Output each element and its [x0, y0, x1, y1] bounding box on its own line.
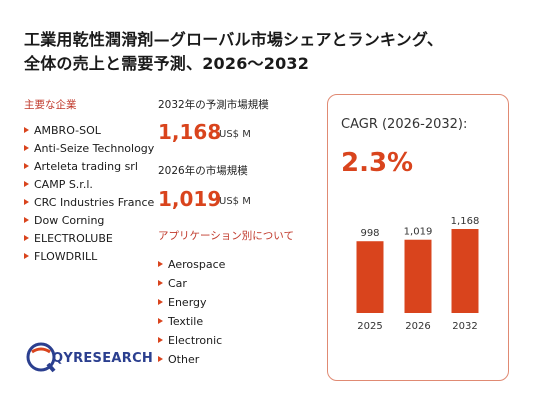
companies-heading: 主要な企業: [24, 99, 77, 111]
company-item: AMBRO-SOL: [24, 124, 164, 138]
application-item: Other: [158, 353, 308, 367]
title-line-2: 全体の売上と需要予測、2026～2032: [24, 54, 310, 73]
market-2026-label: 2026年の市場規模: [158, 165, 248, 177]
application-item: Energy: [158, 296, 308, 310]
market-2032-label: 2032年の予測市場規模: [158, 99, 269, 111]
bar-2025: [356, 241, 384, 313]
company-item: Anti-Seize Technology: [24, 142, 164, 156]
application-list: Aerospace Car Energy Textile Electronic …: [158, 258, 308, 372]
market-2026-unit: US$ M: [219, 196, 251, 207]
company-item: CAMP S.r.l.: [24, 178, 164, 192]
bar-value-label: 998: [360, 228, 379, 239]
application-item: Electronic: [158, 334, 308, 348]
bar-value-label: 1,168: [451, 216, 480, 227]
cagr-card: [327, 94, 509, 381]
company-item: ELECTROLUBE: [24, 232, 164, 246]
logo-text: QYRESEARCH: [52, 351, 154, 366]
company-list: AMBRO-SOL Anti-Seize Technology Arteleta…: [24, 124, 164, 268]
cagr-label: CAGR (2026-2032):: [341, 117, 468, 132]
x-tick-label: 2025: [357, 321, 382, 332]
page-title: 工業用乾性潤滑剤—グローバル市場シェアとランキング、 全体の売上と需要予測、20…: [24, 28, 519, 76]
company-item: CRC Industries France: [24, 196, 164, 210]
market-2026-value: 1,019: [158, 187, 222, 211]
bar-2032: [451, 229, 479, 313]
bar-2026: [404, 239, 432, 313]
company-item: FLOWDRILL: [24, 250, 164, 264]
bar-value-label: 1,019: [404, 227, 433, 238]
application-item: Car: [158, 277, 308, 291]
x-tick-label: 2026: [405, 321, 430, 332]
title-line-1: 工業用乾性潤滑剤—グローバル市場シェアとランキング、: [24, 30, 444, 49]
x-tick-label: 2032: [452, 321, 477, 332]
market-2032-value: 1,168: [158, 120, 222, 144]
company-item: Dow Corning: [24, 214, 164, 228]
market-bar-chart: 998 2025 1,019 2026 1,168 2032: [356, 216, 480, 332]
market-2032-unit: US$ M: [219, 129, 251, 140]
cagr-value: 2.3%: [341, 148, 414, 178]
qyresearch-logo: [24, 340, 134, 374]
logo-globe-icon: [26, 342, 56, 373]
applications-heading: アプリケーション別について: [158, 230, 294, 242]
company-item: Arteleta trading srl: [24, 160, 164, 174]
application-item: Aerospace: [158, 258, 308, 272]
application-item: Textile: [158, 315, 308, 329]
